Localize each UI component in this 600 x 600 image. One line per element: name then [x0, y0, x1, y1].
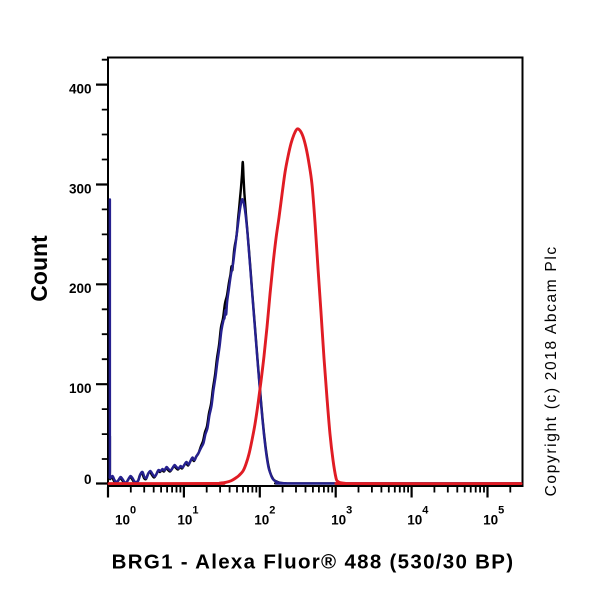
svg-text:400: 400 [69, 82, 92, 97]
svg-text:0: 0 [84, 472, 92, 487]
svg-text:3: 3 [346, 505, 352, 517]
svg-text:10: 10 [177, 513, 192, 528]
svg-text:10: 10 [254, 513, 269, 528]
svg-text:Count: Count [26, 235, 52, 302]
svg-text:0: 0 [130, 505, 136, 517]
svg-text:10: 10 [407, 513, 422, 528]
svg-text:100: 100 [69, 381, 92, 396]
svg-text:200: 200 [69, 281, 92, 296]
svg-text:10: 10 [331, 513, 346, 528]
svg-text:5: 5 [498, 505, 504, 517]
svg-text:10: 10 [483, 513, 498, 528]
svg-text:10: 10 [115, 513, 130, 528]
svg-text:Copyright (c) 2018 Abcam Plc: Copyright (c) 2018 Abcam Plc [543, 245, 560, 496]
svg-text:300: 300 [69, 181, 92, 196]
svg-text:1: 1 [192, 505, 198, 517]
svg-text:4: 4 [422, 505, 429, 517]
svg-text:BRG1 - Alexa Fluor® 488 (530/3: BRG1 - Alexa Fluor® 488 (530/30 BP) [112, 551, 515, 574]
svg-text:2: 2 [269, 505, 275, 517]
